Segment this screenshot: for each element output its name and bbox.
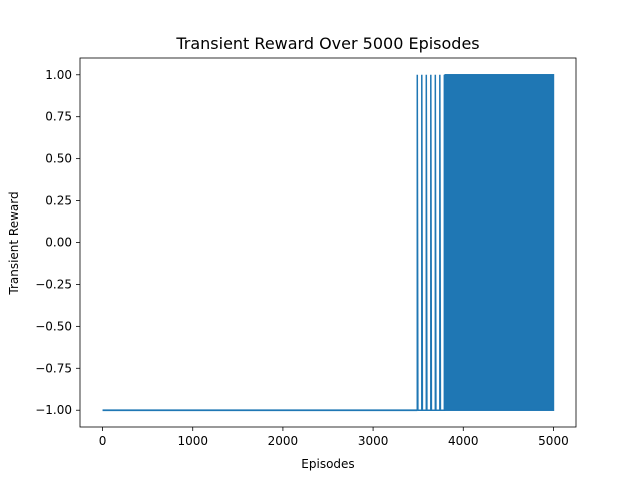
axes-layer: 0 1000 2000 3000 4000 5000 1.00 0.75 0.50 0.25 0.0… bbox=[35, 57, 577, 448]
y-axis-title: Transient Reward bbox=[7, 191, 21, 295]
x-tick-label: 5000 bbox=[538, 434, 569, 448]
x-tick-label: 2000 bbox=[268, 434, 299, 448]
y-tick-label: 0.25 bbox=[45, 194, 72, 208]
y-tick-label: −0.50 bbox=[35, 319, 72, 333]
y-tick-label: −1.00 bbox=[35, 403, 72, 417]
series-0-segment-1 bbox=[416, 74, 446, 411]
y-tick-label: 1.00 bbox=[45, 68, 72, 82]
y-tick-label: 0.50 bbox=[45, 152, 72, 166]
y-tick-label: 0.75 bbox=[45, 110, 72, 124]
series-layer bbox=[102, 74, 555, 412]
chart-title: Transient Reward Over 5000 Episodes bbox=[175, 34, 479, 53]
y-tick-label: −0.75 bbox=[35, 361, 72, 375]
series-0-segment-2 bbox=[444, 74, 555, 411]
x-tick-label: 3000 bbox=[358, 434, 389, 448]
y-tick-label: 0.00 bbox=[45, 236, 72, 250]
x-tick-label: 4000 bbox=[448, 434, 479, 448]
x-tick-label: 0 bbox=[99, 434, 107, 448]
y-tick-label: −0.25 bbox=[35, 277, 72, 291]
x-tick-label: 1000 bbox=[177, 434, 208, 448]
x-axis-title: Episodes bbox=[301, 457, 354, 471]
